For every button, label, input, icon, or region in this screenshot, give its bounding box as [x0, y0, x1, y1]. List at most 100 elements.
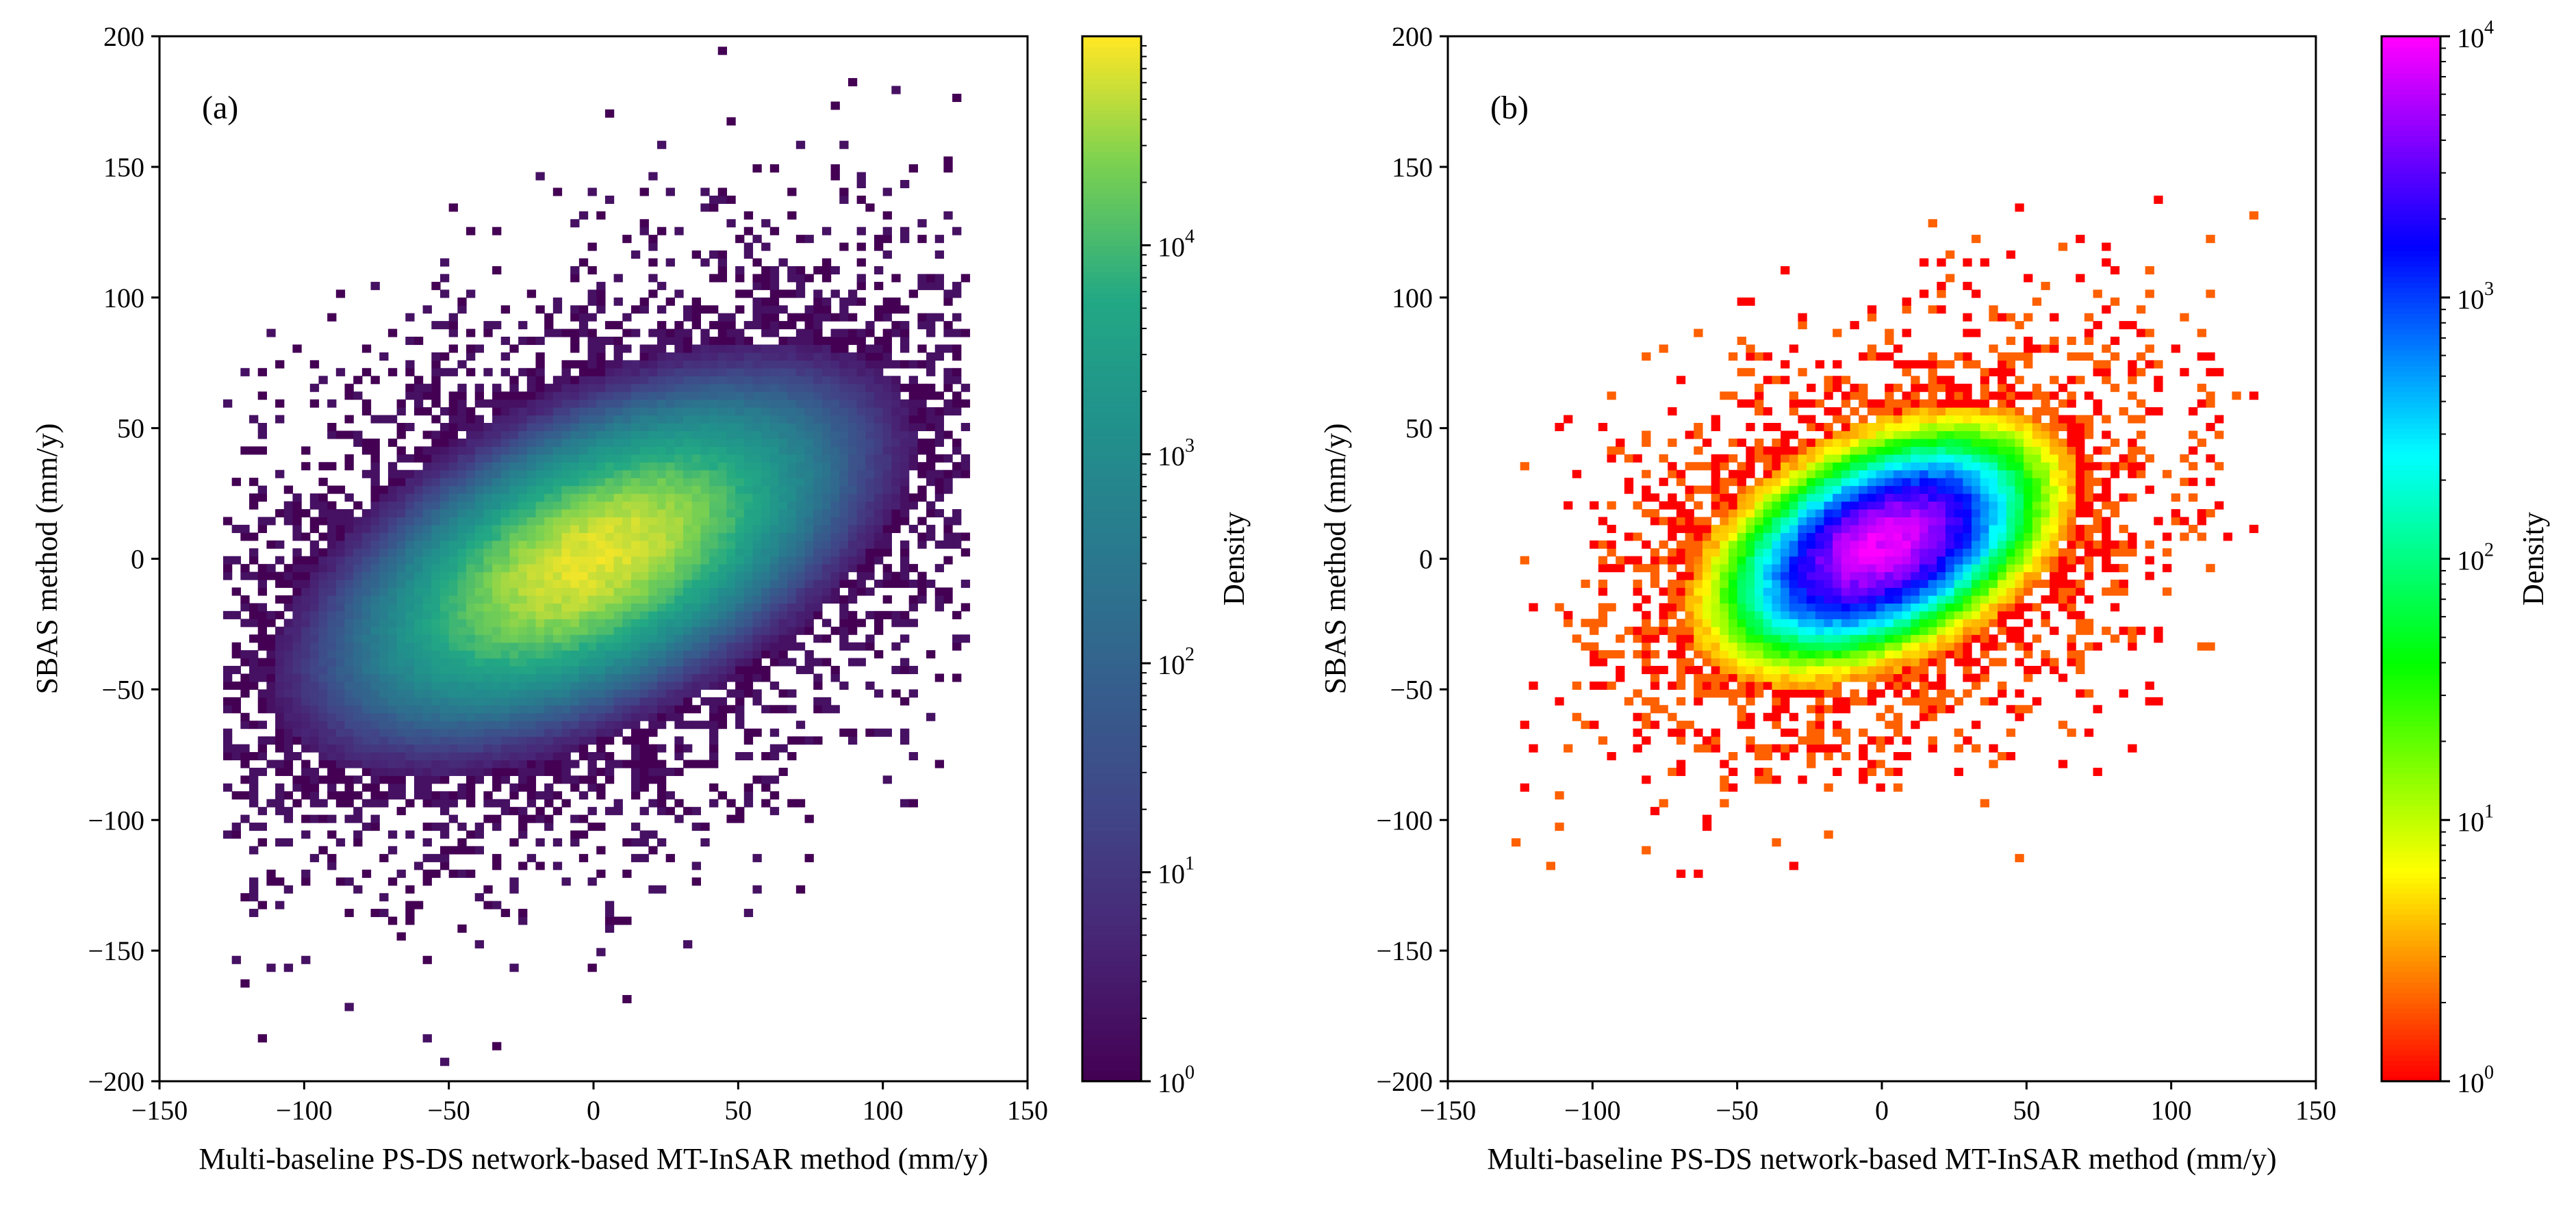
heatmap-cell	[648, 705, 658, 714]
heatmap-cell	[309, 705, 320, 714]
heatmap-cell	[761, 274, 771, 283]
colorbar-gradient-step	[1082, 825, 1141, 831]
heatmap-cell	[353, 838, 363, 847]
heatmap-cell	[275, 626, 285, 635]
heatmap-cell	[795, 469, 806, 478]
colorbar-gradient-step	[1082, 695, 1141, 701]
heatmap-cell	[700, 838, 710, 847]
heatmap-cell	[379, 893, 389, 902]
heatmap-cell	[483, 454, 493, 463]
heatmap-cell	[448, 869, 458, 878]
heatmap-cell	[587, 556, 597, 565]
heatmap-cell	[535, 524, 545, 533]
heatmap-cell	[674, 610, 684, 619]
heatmap-cell	[769, 564, 780, 573]
heatmap-cell	[561, 610, 571, 619]
heatmap-cell	[761, 548, 771, 557]
heatmap-cell	[292, 587, 302, 596]
heatmap-cell	[257, 642, 267, 651]
heatmap-cell	[674, 721, 684, 729]
heatmap-cell	[405, 422, 415, 432]
heatmap-cell	[865, 399, 875, 408]
heatmap-cell	[752, 556, 762, 565]
heatmap-cell	[1746, 689, 1755, 698]
heatmap-cell	[691, 532, 701, 541]
heatmap-cell	[604, 109, 615, 118]
heatmap-cell	[309, 791, 320, 800]
heatmap-cell	[570, 493, 580, 502]
heatmap-cell	[856, 383, 866, 392]
heatmap-cell	[457, 721, 467, 729]
heatmap-cell	[726, 367, 736, 376]
heatmap-cell	[656, 791, 667, 800]
heatmap-cell	[865, 367, 875, 376]
heatmap-cell	[613, 799, 623, 808]
heatmap-cell	[795, 736, 806, 745]
heatmap-cell	[900, 415, 910, 424]
heatmap-cell	[596, 337, 606, 346]
heatmap-cell	[604, 705, 615, 714]
heatmap-cell	[1624, 485, 1634, 494]
heatmap-cell	[743, 242, 754, 251]
heatmap-cell	[1694, 610, 1703, 619]
heatmap-cell	[396, 775, 406, 784]
colorbar-gradient-step	[1082, 721, 1141, 727]
heatmap-cell	[509, 430, 519, 439]
colorbar-gradient-step	[1082, 281, 1141, 288]
heatmap-cell	[535, 391, 545, 400]
heatmap-cell	[604, 446, 615, 455]
heatmap-cell	[761, 650, 771, 659]
heatmap-cell	[700, 721, 710, 729]
heatmap-cell	[813, 524, 823, 533]
heatmap-cell	[1737, 571, 1746, 580]
heatmap-cell	[952, 508, 962, 518]
heatmap-cell	[778, 391, 788, 400]
heatmap-cell	[717, 415, 728, 424]
heatmap-cell	[717, 430, 728, 439]
heatmap-cell	[1668, 712, 1677, 721]
heatmap-cell	[735, 407, 745, 416]
heatmap-cell	[578, 642, 589, 651]
heatmap-cell	[561, 383, 571, 392]
panel-b-density-plot: −150 −100 −50 0 50 100 150−200−150−100−5005010…	[1318, 17, 2550, 1176]
heatmap-cell	[691, 415, 701, 424]
heatmap-cell	[700, 454, 710, 463]
heatmap-cell	[778, 352, 788, 361]
heatmap-cell	[787, 399, 797, 408]
colorbar-gradient-step	[1082, 214, 1141, 220]
heatmap-cell	[526, 689, 537, 698]
heatmap-cell	[1711, 634, 1720, 643]
heatmap-cell	[934, 454, 945, 463]
colorbar-gradient-step	[1082, 689, 1141, 695]
heatmap-cell	[570, 619, 580, 628]
heatmap-cell	[292, 666, 302, 675]
heatmap-cell	[587, 422, 597, 432]
heatmap-cell	[1711, 658, 1720, 667]
heatmap-cell	[396, 478, 406, 487]
heatmap-cell	[613, 446, 623, 455]
heatmap-cell	[1728, 689, 1738, 698]
colorbar-gradient-step	[1082, 558, 1141, 565]
heatmap-cell	[839, 728, 849, 737]
heatmap-cell	[431, 869, 441, 878]
heatmap-cell	[1711, 485, 1720, 494]
heatmap-cell	[1694, 540, 1703, 549]
heatmap-cell	[509, 681, 519, 690]
heatmap-cell	[630, 721, 641, 729]
heatmap-cell	[526, 783, 537, 792]
heatmap-cell	[735, 564, 745, 573]
colorbar-gradient-step	[1082, 731, 1141, 737]
heatmap-cell	[622, 485, 632, 494]
heatmap-cell	[778, 430, 788, 439]
heatmap-cell	[413, 603, 424, 612]
heatmap-cell	[604, 924, 615, 933]
heatmap-cell	[1720, 610, 1729, 619]
heatmap-cell	[1728, 469, 1738, 478]
heatmap-cell	[656, 775, 667, 784]
heatmap-cell	[587, 289, 597, 298]
y-tick-label: −100	[88, 805, 144, 836]
heatmap-cell	[318, 376, 328, 385]
heatmap-cell	[587, 650, 597, 659]
heatmap-cell	[544, 548, 554, 557]
heatmap-cell	[1702, 642, 1712, 651]
